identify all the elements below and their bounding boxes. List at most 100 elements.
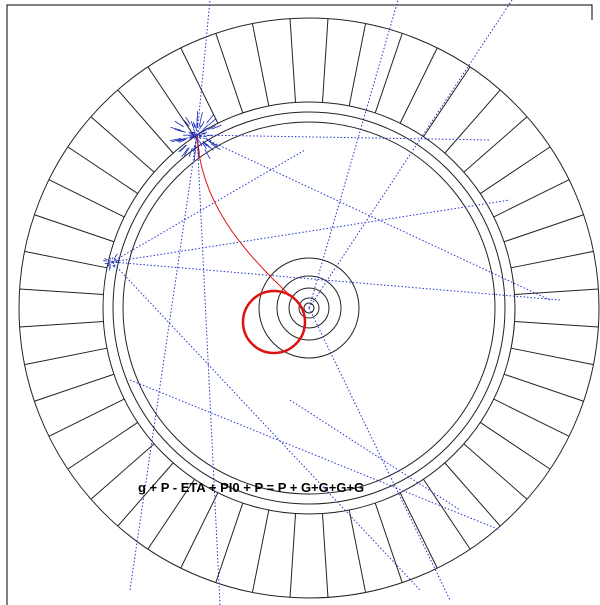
calorimeter-segment: [67, 146, 138, 194]
barrel-inner: [122, 121, 496, 495]
shower-hit: [104, 262, 108, 265]
shower-hit: [114, 259, 117, 261]
shower-hit: [109, 265, 111, 269]
track: [196, 0, 211, 136]
calorimeter-segment: [348, 23, 367, 107]
calorimeter-segment: [493, 398, 570, 437]
shower-cluster: [170, 111, 222, 161]
shower-hit: [192, 121, 196, 128]
calorimeter-segment: [215, 33, 244, 114]
clusters: [103, 111, 222, 271]
calorimeter-segment: [423, 66, 471, 137]
calorimeter-segment: [399, 47, 438, 124]
shower-hit: [193, 128, 196, 132]
calorimeter-segment: [289, 513, 297, 598]
shower-hit: [112, 264, 114, 268]
calorimeter-segment: [215, 502, 244, 583]
shower-hit: [170, 126, 182, 131]
shower-hit: [179, 144, 187, 152]
calorimeter-segment: [67, 422, 138, 470]
track: [111, 199, 511, 263]
shower-hit: [198, 132, 200, 135]
calorimeter-segment: [180, 492, 219, 569]
shower-hit: [113, 265, 116, 268]
shower-hit: [199, 125, 202, 130]
calorimeter-segment: [147, 479, 195, 550]
shower-hit: [107, 262, 110, 265]
shower-hit: [189, 137, 193, 140]
outer-circle: [18, 17, 600, 599]
calorimeter-segment: [510, 250, 594, 269]
chamber-3: [276, 275, 342, 341]
shower-hit: [103, 260, 107, 262]
calorimeter-segment: [444, 89, 501, 154]
shower-hit: [202, 143, 207, 149]
shower-hit: [192, 144, 196, 152]
target: [303, 302, 315, 314]
calorimeter-segment: [117, 462, 174, 527]
shower-hit: [174, 128, 184, 132]
shower-hit: [171, 138, 182, 143]
calorimeter-segment: [24, 250, 108, 269]
calorimeter-segment: [48, 179, 125, 218]
calorimeter-segment: [503, 373, 584, 402]
shower-hit: [108, 260, 111, 262]
track: [196, 134, 221, 605]
shower-hit: [211, 124, 222, 130]
shower-hit: [195, 136, 197, 138]
track: [308, 307, 451, 601]
calorimeter-segment: [444, 462, 501, 527]
shower-hit: [194, 123, 196, 129]
calorimeter-segment: [48, 398, 125, 437]
shower-hit: [203, 127, 208, 132]
shower-hit: [202, 133, 206, 135]
calorimeter-segment: [90, 116, 155, 173]
shower-hit: [193, 132, 196, 134]
calorimeter-segment: [251, 23, 270, 107]
barrel-outer: [112, 111, 506, 505]
shower-hit: [170, 138, 181, 142]
shower-hit: [194, 131, 196, 134]
calorimeter-segment: [423, 479, 471, 550]
shower-hit: [189, 133, 193, 135]
shower-hit: [202, 132, 208, 134]
shower-hit: [210, 143, 221, 150]
calorimeter-segment: [289, 18, 297, 103]
shower-hit: [108, 267, 111, 271]
shower-hit: [190, 120, 194, 127]
track: [289, 399, 461, 511]
shower-hit: [208, 140, 217, 146]
shower-hit: [207, 125, 216, 130]
calorimeter-segment: [348, 509, 367, 593]
shower-hit: [193, 135, 195, 137]
shower-hit: [198, 136, 201, 139]
calorimeter-segment: [480, 146, 551, 194]
calorimeter-segment: [374, 502, 403, 583]
calorimeter-segment: [34, 373, 115, 402]
calorimeter-segment: [90, 443, 155, 500]
shower-hit: [202, 140, 207, 146]
calorimeter-segment: [514, 320, 599, 328]
calorimeter-segment: [321, 513, 329, 598]
calorimeter-segment: [463, 116, 528, 173]
calorimeter-segment: [19, 320, 104, 328]
track: [111, 261, 421, 591]
tracks: [111, 0, 561, 605]
shower-hit: [185, 116, 191, 125]
shower-hit: [178, 139, 187, 143]
shower-hit: [193, 137, 196, 140]
calorimeter-segment: [510, 347, 594, 366]
chamber-4: [258, 257, 360, 359]
chamber-2: [288, 287, 330, 329]
shower-hit: [188, 136, 193, 138]
charged-track: [196, 134, 296, 301]
calorimeter-segment: [503, 214, 584, 243]
calorimeter-segment: [493, 179, 570, 218]
shower-hit: [202, 135, 207, 138]
shower-hit: [188, 131, 193, 134]
calorimeter-segment: [514, 288, 599, 296]
track: [308, 0, 399, 309]
shower-hit: [206, 114, 214, 124]
track: [129, 379, 501, 531]
